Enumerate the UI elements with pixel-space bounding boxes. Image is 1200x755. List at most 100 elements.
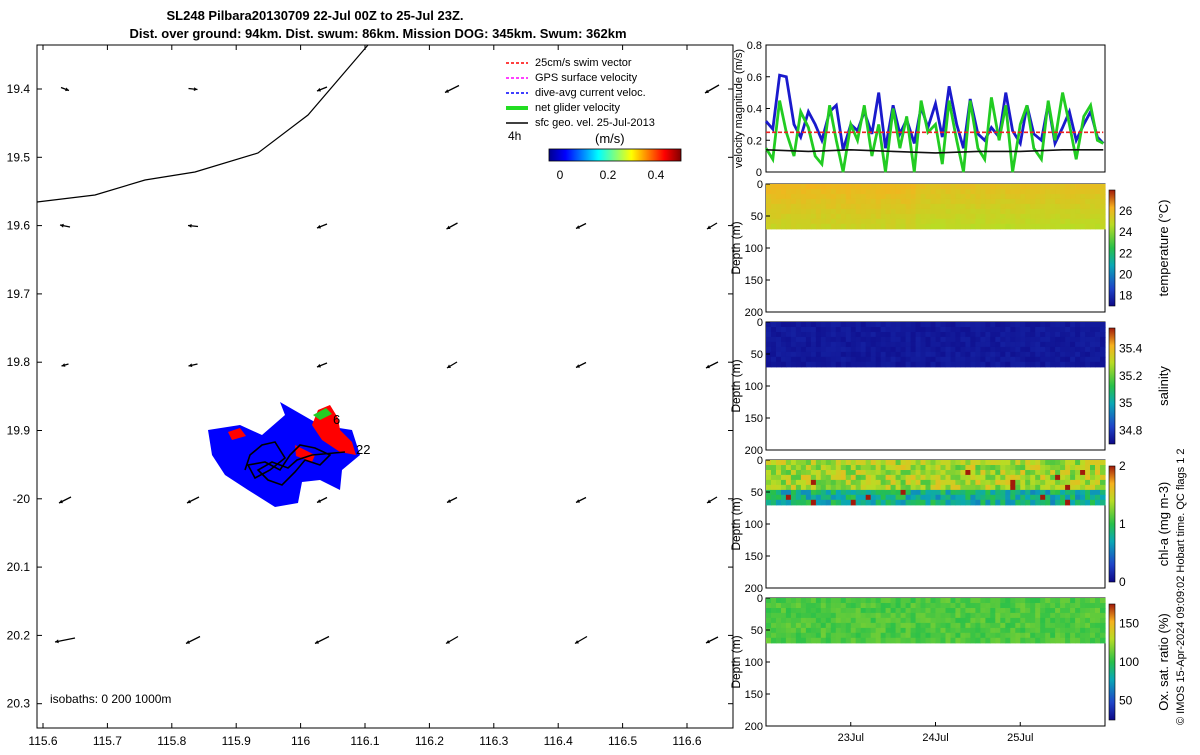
section-cell bbox=[1055, 361, 1061, 368]
section-cell bbox=[1015, 608, 1021, 614]
section-cell bbox=[1045, 499, 1051, 506]
section-cell bbox=[766, 356, 772, 363]
section-cell bbox=[950, 361, 957, 368]
section-cell bbox=[920, 474, 927, 481]
section-cell bbox=[955, 198, 961, 205]
section-cell bbox=[855, 470, 862, 476]
section-cell bbox=[781, 194, 787, 200]
section-cell bbox=[800, 612, 807, 619]
section-cell bbox=[1080, 203, 1086, 210]
section-cell bbox=[895, 617, 902, 624]
section-cell bbox=[870, 332, 877, 338]
section-cell bbox=[915, 598, 922, 604]
section-cell bbox=[766, 479, 772, 486]
section-cell bbox=[1090, 361, 1096, 368]
section-cell bbox=[880, 336, 887, 343]
section-cell bbox=[795, 351, 802, 358]
section-cell bbox=[1000, 184, 1006, 190]
section-cell bbox=[820, 184, 827, 190]
section-cell bbox=[975, 223, 981, 230]
section-y-tick-label: 200 bbox=[745, 721, 763, 733]
section-cell bbox=[860, 603, 867, 609]
section-cell bbox=[955, 346, 961, 353]
section-cell bbox=[1035, 194, 1041, 200]
section-cell bbox=[910, 203, 917, 210]
section-cell bbox=[910, 332, 917, 338]
section-cell bbox=[955, 194, 961, 200]
section-cell bbox=[1050, 203, 1056, 210]
section-cell bbox=[1040, 603, 1046, 609]
section-cell bbox=[880, 494, 887, 501]
section-cell bbox=[820, 208, 827, 215]
svg-text:sfc geo. vel. 25-Jul-2013: sfc geo. vel. 25-Jul-2013 bbox=[535, 117, 655, 129]
section-cell bbox=[890, 351, 897, 358]
section-cell bbox=[940, 470, 947, 476]
section-cell bbox=[955, 489, 961, 496]
section-cell bbox=[1015, 208, 1021, 215]
section-cell bbox=[785, 465, 792, 471]
section-cell bbox=[935, 603, 942, 609]
section-cell bbox=[880, 484, 887, 491]
section-cell bbox=[795, 336, 802, 343]
section-cell bbox=[830, 612, 837, 619]
section-cell bbox=[785, 213, 792, 220]
section-cell bbox=[1060, 223, 1066, 230]
section-cell bbox=[840, 194, 847, 200]
section-cell bbox=[870, 322, 877, 328]
section-cell bbox=[955, 637, 961, 644]
section-cell bbox=[830, 336, 837, 343]
section-cell bbox=[985, 361, 991, 368]
section-cell bbox=[855, 484, 862, 491]
section-cell bbox=[830, 213, 837, 220]
section-cell bbox=[1000, 617, 1006, 624]
section-cell bbox=[1075, 612, 1081, 619]
section-cell bbox=[895, 465, 902, 471]
section-cell bbox=[860, 627, 867, 634]
section-colorbar bbox=[1108, 465, 1116, 583]
geo-velocity-arrowhead bbox=[61, 363, 66, 367]
section-cell bbox=[810, 332, 817, 338]
section-cell bbox=[935, 189, 942, 195]
section-cell bbox=[845, 184, 852, 190]
section-cell bbox=[825, 184, 832, 190]
section-cell bbox=[880, 198, 887, 205]
section-cell bbox=[1045, 208, 1051, 215]
section-ylabel: Depth (m) bbox=[729, 359, 743, 412]
section-cell bbox=[965, 632, 971, 639]
section-cell bbox=[990, 218, 996, 225]
section-colorbar-tick: 34.8 bbox=[1119, 423, 1143, 437]
section-cell bbox=[1010, 489, 1016, 496]
section-cell bbox=[1015, 341, 1021, 348]
section-cell bbox=[915, 617, 922, 624]
svg-text:25cm/s swim vector: 25cm/s swim vector bbox=[535, 57, 632, 69]
section-cell bbox=[940, 484, 947, 491]
section-cell bbox=[1075, 499, 1081, 506]
section-cell bbox=[900, 598, 907, 604]
section-cell bbox=[820, 198, 827, 205]
section-cell bbox=[980, 622, 986, 629]
section-cell bbox=[776, 361, 782, 368]
section-cell bbox=[895, 332, 902, 338]
section-cell bbox=[830, 632, 837, 639]
section-cell bbox=[1050, 603, 1056, 609]
section-cell bbox=[960, 465, 966, 471]
section-cell bbox=[980, 474, 986, 481]
section-cell bbox=[895, 346, 902, 353]
section-cell bbox=[825, 336, 832, 343]
section-cell bbox=[980, 223, 986, 230]
section-cell bbox=[1085, 612, 1091, 619]
section-cell bbox=[865, 465, 872, 471]
velocity-series-line bbox=[764, 92, 1104, 173]
section-cell bbox=[900, 470, 907, 476]
section-cell bbox=[830, 470, 837, 476]
section-cell bbox=[1075, 208, 1081, 215]
section-cell bbox=[810, 322, 817, 328]
section-cell bbox=[825, 460, 832, 466]
section-cell bbox=[1025, 351, 1031, 358]
map-y-tick-label: -20 bbox=[13, 492, 31, 506]
section-cell bbox=[945, 627, 952, 634]
section-cell bbox=[1070, 637, 1076, 644]
section-cell bbox=[995, 341, 1001, 348]
section-cell bbox=[965, 213, 971, 220]
section-cell bbox=[990, 494, 996, 501]
